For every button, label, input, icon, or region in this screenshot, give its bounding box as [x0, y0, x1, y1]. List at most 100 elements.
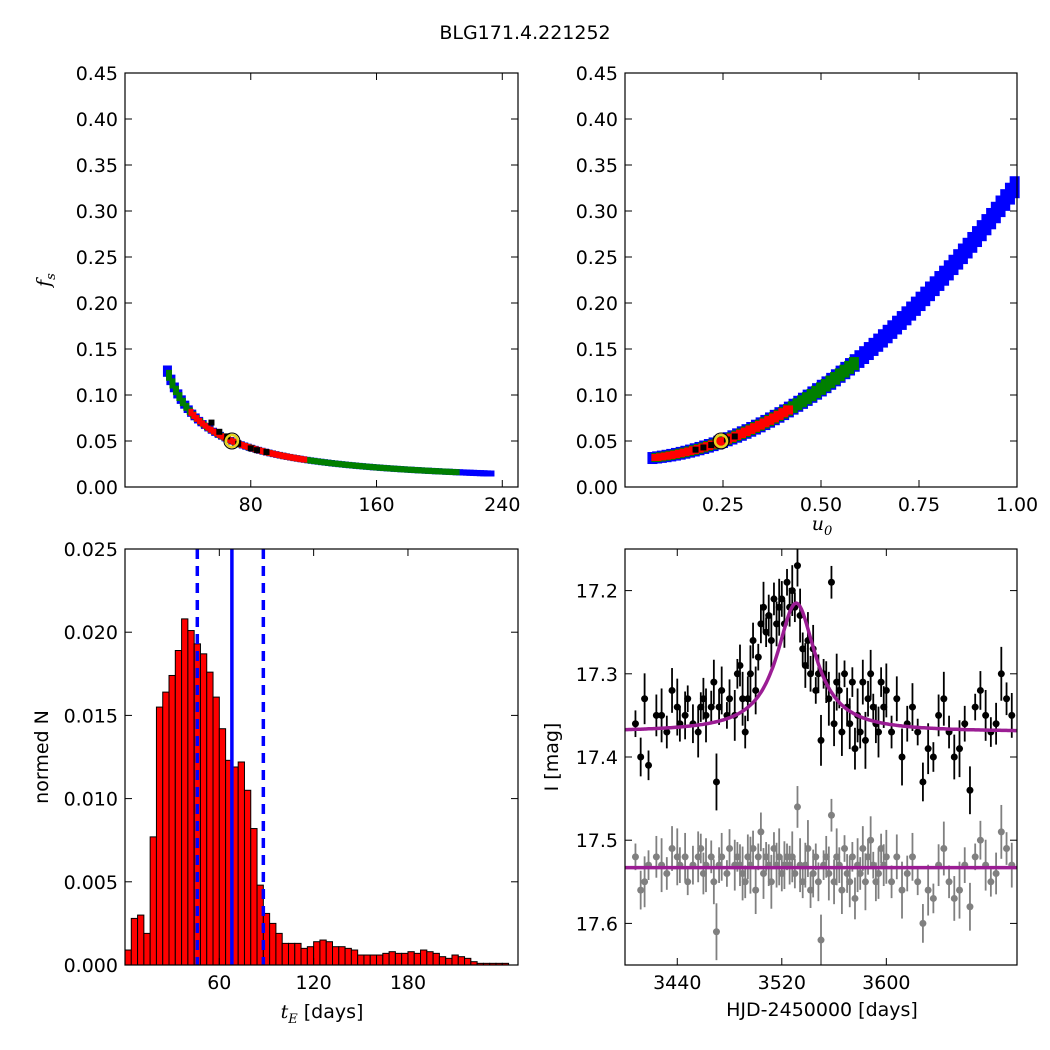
axes-2: 0.25 0.50 0.75 1.00 0.00 0.05 0.10 0.15 0.20 0.25… [576, 63, 1038, 516]
chi2-2sigma-cell [848, 357, 859, 371]
histogram-bar [445, 957, 453, 965]
residual-point [950, 894, 958, 902]
chi2-3sigma-cell [483, 470, 495, 477]
chi2-best-cell [247, 445, 254, 452]
residual-point [668, 845, 676, 853]
y-tick-label: 0.015 [64, 705, 118, 727]
y-tick-label: 17.2 [576, 581, 618, 603]
chi2-1sigma-cell [244, 443, 251, 450]
chi2-1sigma-cell [202, 422, 208, 429]
photometry-point [1003, 695, 1011, 703]
histogram-bars [125, 618, 510, 965]
histogram-bar [250, 828, 258, 965]
chi2-best-cell [208, 419, 215, 426]
photometry-point [846, 720, 854, 728]
residual-point [804, 845, 812, 853]
y-tick-label: 0.00 [76, 477, 118, 499]
histogram-bar [181, 618, 189, 965]
model-curve [625, 601, 1017, 733]
photometry-point [658, 711, 666, 719]
photometry-point [841, 670, 849, 678]
residual-point [838, 886, 846, 894]
histogram-bar [363, 954, 371, 965]
photometry-point [637, 753, 645, 761]
histogram-bar [464, 957, 472, 965]
y-tick-label: 0.30 [576, 201, 618, 223]
photometry-point [914, 728, 922, 736]
photometry-point [736, 661, 744, 669]
photometry-point [888, 728, 896, 736]
y-axis-label: normed N [31, 710, 53, 804]
chi2-1sigma-cell [199, 420, 205, 427]
y-tick-label: 17.4 [576, 747, 618, 769]
x-tick-label: 160 [358, 494, 394, 516]
y-tick-label: 0.25 [576, 247, 618, 269]
residual-point [757, 828, 765, 836]
figure-title: BLG171.4.221252 [439, 22, 611, 44]
y-tick-label: 0.05 [76, 431, 118, 453]
chi2-1sigma-cell [208, 426, 214, 433]
histogram-bar [275, 932, 283, 965]
y-axis-label: fs [33, 273, 59, 289]
histogram-bar [218, 728, 227, 965]
residual-point [956, 886, 964, 894]
histogram-bar [357, 954, 365, 965]
photometry-point [783, 578, 791, 586]
histogram-bar [243, 789, 252, 965]
x-tick-label: 60 [207, 972, 231, 994]
chi2-2sigma-cell [172, 385, 179, 396]
chi2-2sigma-cell [304, 457, 311, 464]
y-tick-label: 0.35 [76, 155, 118, 177]
residual-point [652, 853, 660, 861]
residual-point [760, 869, 768, 877]
histogram-bar [206, 671, 214, 965]
histogram-bar [426, 951, 434, 965]
residual-point [856, 869, 864, 877]
histogram-bar [457, 956, 466, 965]
x-tick-label: 3520 [758, 972, 806, 994]
residual-point [929, 894, 937, 902]
residual-point [914, 878, 922, 886]
residual-point [1003, 845, 1011, 853]
chi2-2sigma-cell [383, 465, 391, 472]
chi2-1sigma-cell [211, 428, 217, 435]
photometry-point [859, 678, 867, 686]
residual-point [908, 853, 916, 861]
y-tick-label: 17.5 [576, 830, 618, 852]
photometry-point [966, 786, 974, 794]
chi2-best-cell [708, 442, 715, 449]
chi2-1sigma-cell [216, 431, 222, 438]
chi2-best-cell [254, 447, 261, 454]
photometry-point [838, 728, 846, 736]
best-fit-marker [224, 433, 240, 449]
photometry-point [760, 603, 768, 611]
photometry-point [956, 745, 964, 753]
photometry-point [684, 695, 692, 703]
residual-point [631, 853, 639, 861]
histogram-bar [281, 942, 289, 965]
x-tick-label: 3440 [653, 972, 701, 994]
chi2-2sigma-cell [338, 461, 346, 468]
chi2-2sigma-cell [345, 462, 353, 469]
y-tick-label: 0.20 [576, 293, 618, 315]
residual-point [809, 869, 817, 877]
residual-point [827, 811, 835, 819]
histogram-bar [313, 941, 321, 965]
x-axis-label: HJD-2450000 [days] [726, 999, 918, 1021]
photometry-point [817, 736, 825, 744]
residual-point [859, 845, 867, 853]
histogram-bar [344, 947, 352, 965]
residual-point [752, 886, 760, 894]
chi2-2sigma-cell [179, 397, 186, 407]
y-tick-label: 0.020 [64, 622, 118, 644]
histogram-bar [420, 949, 428, 965]
photometry-point [992, 720, 1000, 728]
x-tick-label: 180 [390, 972, 426, 994]
chi2-1sigma-cell [196, 417, 203, 425]
residual-point [924, 886, 932, 894]
panel-light-curve: HJD-2450000 [days] I [mag] [541, 549, 1017, 1021]
y-tick-label: 17.3 [576, 664, 618, 686]
photometry-point [668, 686, 676, 694]
y-tick-label: 0.30 [76, 201, 118, 223]
